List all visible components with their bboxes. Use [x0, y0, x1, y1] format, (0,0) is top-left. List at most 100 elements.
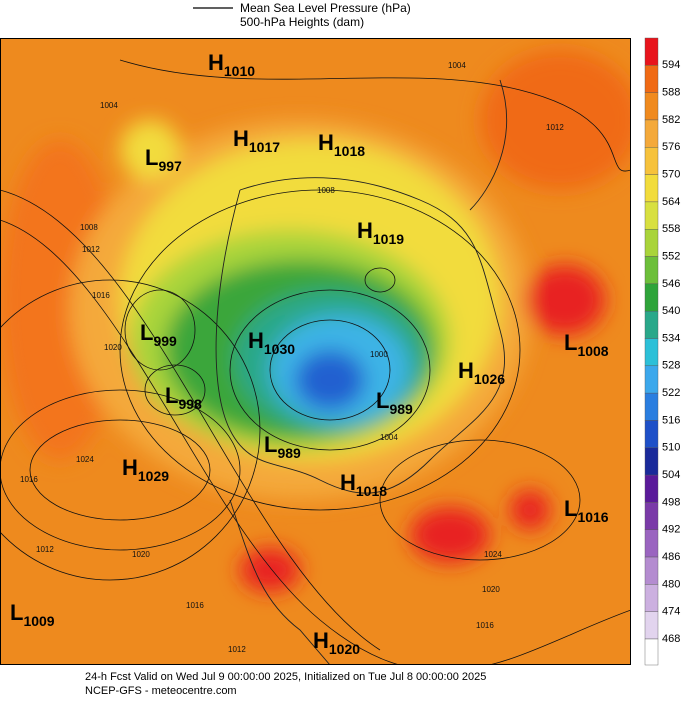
colorbar-label: 480 — [662, 578, 680, 590]
pressure-center: H1019 — [357, 218, 404, 247]
contour-label: 1012 — [228, 645, 246, 654]
colorbar-label: 546 — [662, 278, 680, 290]
pressure-center: L1009 — [10, 600, 55, 629]
center-value: 1019 — [373, 231, 404, 247]
colorbar-swatch — [644, 392, 659, 421]
footer-source: NCEP-GFS - meteocentre.com — [85, 685, 237, 697]
contour-label: 1008 — [80, 223, 98, 232]
colorbar-label: 552 — [662, 250, 680, 262]
center-letter: H — [248, 328, 264, 353]
contour-label: 1016 — [92, 291, 110, 300]
contour-label: 1024 — [484, 550, 502, 559]
center-letter: L — [564, 496, 577, 521]
center-value: 1029 — [138, 468, 169, 484]
center-letter: H — [313, 628, 329, 653]
center-letter: L — [165, 383, 178, 408]
colorbar-label: 540 — [662, 305, 680, 317]
pressure-center: H1020 — [313, 628, 360, 657]
center-letter: L — [145, 145, 158, 170]
colorbar-label: 516 — [662, 414, 680, 426]
colorbar-swatch — [644, 529, 659, 558]
center-value: 989 — [389, 401, 413, 417]
colorbar-label: 498 — [662, 496, 680, 508]
center-value: 998 — [178, 396, 202, 412]
center-letter: L — [264, 432, 277, 457]
colorbar-label: 486 — [662, 551, 680, 563]
colorbar-label: 468 — [662, 633, 680, 645]
pressure-center: L989 — [376, 388, 413, 417]
center-value: 997 — [158, 158, 182, 174]
contour-label: 1016 — [476, 621, 494, 630]
center-value: 1020 — [329, 641, 360, 657]
colorbar-swatch — [644, 611, 659, 640]
contour-label: 1004 — [380, 433, 398, 442]
colorbar-label: 474 — [662, 606, 680, 618]
contour-label: 1004 — [448, 61, 466, 70]
center-letter: L — [564, 330, 577, 355]
colorbar-label: 558 — [662, 223, 680, 235]
colorbar-label: 588 — [662, 87, 680, 99]
footer-valid: 24-h Fcst Valid on Wed Jul 9 00:00:00 20… — [85, 671, 486, 683]
colorbar-swatch — [644, 338, 659, 367]
contour-label: 1004 — [100, 101, 118, 110]
contour-label: 1020 — [132, 550, 150, 559]
center-value: 999 — [153, 333, 177, 349]
colorbar-swatch — [644, 638, 659, 666]
pressure-center: H1018 — [318, 130, 365, 159]
pressure-center: H1010 — [208, 50, 255, 79]
center-value: 1030 — [264, 341, 295, 357]
pressure-center: L997 — [145, 145, 182, 174]
center-letter: H — [318, 130, 334, 155]
colorbar-label: 564 — [662, 196, 680, 208]
colorbar-swatch — [644, 283, 659, 312]
colorbar-swatch — [644, 174, 659, 203]
contour-label: 1024 — [76, 455, 94, 464]
colorbar-label: 582 — [662, 114, 680, 126]
map-frame — [0, 38, 631, 665]
contour-label: 1000 — [370, 350, 388, 359]
center-letter: L — [10, 600, 23, 625]
colorbar-label: 534 — [662, 332, 680, 344]
map — [0, 38, 631, 665]
center-value: 1009 — [23, 613, 54, 629]
colorbar-swatch — [644, 147, 659, 175]
legend-label: 500-hPa Heights (dam) — [240, 15, 364, 29]
colorbar-swatch — [644, 256, 659, 285]
colorbar-label: 576 — [662, 141, 680, 153]
contour-labels: 1004 1012 1008 1012 1016 1020 1024 1016 1012 1020… — [20, 61, 564, 654]
colorbar-swatch — [644, 92, 659, 121]
colorbar-swatch — [644, 119, 659, 148]
colorbar-swatch — [644, 447, 659, 476]
center-letter: H — [122, 455, 138, 480]
center-value: 1018 — [334, 143, 365, 159]
colorbar-swatch — [644, 556, 659, 585]
center-value: 1010 — [224, 63, 255, 79]
center-value: 1018 — [356, 483, 387, 499]
pressure-center: H1026 — [458, 358, 505, 387]
contour-label: 1008 — [317, 186, 335, 195]
contour-label: 1016 — [186, 601, 204, 610]
center-letter: L — [140, 320, 153, 345]
colorbar-label: 504 — [662, 469, 680, 481]
contour-label: 1020 — [104, 343, 122, 352]
contour-label: 1012 — [546, 123, 564, 132]
pressure-center: H1018 — [340, 470, 387, 499]
colorbar-label: 528 — [662, 360, 680, 372]
colorbar-swatch — [644, 474, 659, 503]
pressure-center: L1008 — [564, 330, 609, 359]
colorbar-label: 522 — [662, 387, 680, 399]
pressure-center: H1029 — [122, 455, 169, 484]
colorbar-swatch — [644, 65, 659, 93]
center-value: 1008 — [577, 343, 608, 359]
contour-label: 1012 — [36, 545, 54, 554]
center-letter: H — [458, 358, 474, 383]
colorbar-swatch — [644, 365, 659, 394]
colorbar-swatch — [644, 310, 659, 339]
colorbar-label: 594 — [662, 59, 680, 71]
center-letter: H — [233, 126, 249, 151]
pressure-center: L1016 — [564, 496, 609, 525]
center-letter: L — [376, 388, 389, 413]
colorbar-label: 492 — [662, 524, 680, 536]
